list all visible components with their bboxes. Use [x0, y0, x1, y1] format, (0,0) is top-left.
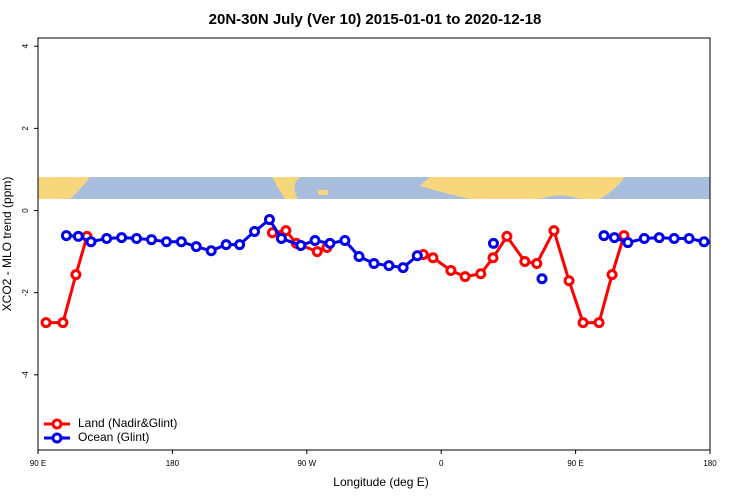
data-point [175, 236, 187, 248]
data-point [653, 232, 665, 244]
data-point [339, 235, 351, 247]
x-tick-label: 180 [703, 459, 717, 468]
data-point [411, 250, 423, 262]
data-point [72, 230, 84, 242]
data-point [311, 246, 323, 258]
data-point [598, 230, 610, 242]
data-point [608, 232, 620, 244]
legend-label: Ocean (Glint) [78, 430, 149, 444]
data-point [383, 260, 395, 272]
y-tick-label: -2 [21, 289, 30, 297]
data-point [263, 214, 275, 226]
series-line [46, 235, 89, 325]
data-point [101, 232, 113, 244]
data-point [85, 236, 97, 248]
x-tick-label: 90 W [297, 459, 316, 468]
data-point [309, 235, 321, 247]
x-tick-label: 90 E [30, 459, 46, 468]
data-point [563, 275, 575, 287]
data-point [577, 317, 589, 329]
data-point [190, 241, 202, 253]
data-point [57, 317, 69, 329]
data-point [668, 232, 680, 244]
data-point [459, 271, 471, 283]
y-axis-label: XCO2 - MLO trend (ppm) [0, 177, 14, 312]
y-tick-label: 4 [21, 43, 30, 48]
data-point [475, 268, 487, 280]
data-point [60, 230, 72, 242]
y-tick-label: 0 [21, 208, 30, 213]
data-point [638, 232, 650, 244]
data-point [536, 273, 548, 285]
legend-swatch [51, 432, 63, 444]
data-point [501, 230, 513, 242]
data-point [70, 269, 82, 281]
chart-title: 20N-30N July (Ver 10) 2015-01-01 to 2020… [209, 11, 542, 28]
data-point [353, 251, 365, 263]
data-point [487, 237, 499, 249]
data-point [324, 237, 336, 249]
data-point [205, 245, 217, 257]
data-point [249, 225, 261, 237]
x-tick-label: 0 [439, 459, 444, 468]
data-point [548, 225, 560, 237]
x-tick-label: 90 E [567, 459, 583, 468]
data-point [427, 252, 439, 264]
data-point [622, 237, 634, 249]
plot-frame [37, 37, 711, 451]
data-point [275, 232, 287, 244]
data-point [280, 225, 292, 237]
data-point [116, 232, 128, 244]
series-line [422, 226, 626, 325]
data-point [531, 258, 543, 270]
data-point [131, 232, 143, 244]
data-point [368, 258, 380, 270]
data-point [487, 252, 499, 264]
data-point [683, 232, 695, 244]
data-point [698, 236, 710, 248]
legend-swatch [51, 418, 63, 430]
data-point [40, 317, 52, 329]
data-point [220, 239, 232, 251]
data-point [397, 262, 409, 274]
legend-label: Land (Nadir&Glint) [78, 416, 177, 430]
data-point [160, 236, 172, 248]
x-axis-label: Longitude (deg E) [333, 475, 428, 489]
data-point [295, 239, 307, 251]
data-point [606, 269, 618, 281]
x-tick-label: 180 [166, 459, 180, 468]
data-point [234, 239, 246, 251]
data-point [445, 264, 457, 276]
map-strip [38, 177, 710, 199]
y-tick-label: -4 [21, 371, 30, 379]
data-point [593, 317, 605, 329]
data-point [145, 234, 157, 246]
y-tick-label: 2 [21, 126, 30, 131]
data-point [519, 255, 531, 267]
